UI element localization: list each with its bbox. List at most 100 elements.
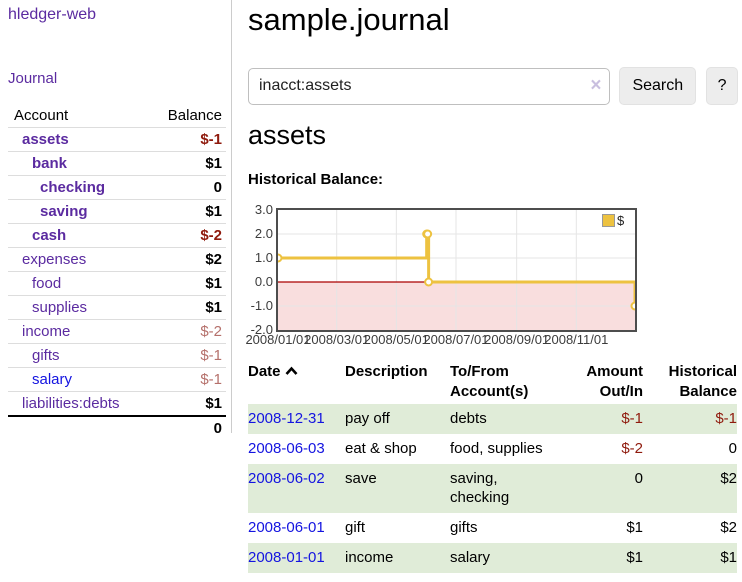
- table-row[interactable]: 2008-06-01 gift gifts $1 $2: [248, 513, 737, 543]
- account-row: liabilities:debts $1: [8, 391, 226, 417]
- search-form: × Search ?: [248, 67, 739, 105]
- balance-chart-svg: [278, 210, 635, 330]
- transaction-amount: 0: [565, 464, 643, 513]
- account-row: food $1: [8, 271, 226, 296]
- sidebar-item-journal[interactable]: Journal: [8, 70, 58, 87]
- transaction-balance: $-1: [643, 404, 737, 434]
- transaction-balance: $2: [720, 519, 737, 536]
- account-balance: $1: [151, 391, 226, 417]
- transaction-amount: $1: [565, 543, 643, 573]
- account-row: bank $1: [8, 151, 226, 176]
- chart-legend: $: [602, 213, 624, 228]
- y-axis-tick-label: 2.0: [254, 226, 273, 241]
- column-header-account[interactable]: To/From Account(s): [450, 363, 529, 400]
- accounts-header-account: Account: [8, 104, 152, 128]
- sidebar-item-cash[interactable]: cash: [32, 227, 67, 244]
- table-row[interactable]: 2008-12-31 pay off debts $-1 $-1: [248, 404, 737, 434]
- account-row: cash $-2: [8, 223, 226, 248]
- transaction-description: pay off: [345, 404, 450, 434]
- transaction-description: gift: [345, 519, 366, 536]
- account-balance: $1: [151, 271, 226, 296]
- y-axis-tick-label: 0.0: [254, 274, 273, 289]
- x-axis-tick-label: 2008/05/01: [363, 332, 429, 347]
- app-title-link[interactable]: hledger-web: [8, 6, 97, 23]
- transaction-balance: $1: [643, 543, 737, 573]
- legend-label: $: [617, 213, 625, 228]
- sidebar-item-bank[interactable]: bank: [32, 155, 68, 172]
- accounts-header-row: Account Balance: [8, 104, 226, 128]
- table-row[interactable]: 2008-06-02 save saving, checking 0 $2: [248, 464, 737, 513]
- chart-plot-area[interactable]: [276, 208, 637, 332]
- sidebar-item-saving[interactable]: saving: [40, 203, 88, 220]
- transaction-date-link[interactable]: 2008-06-02: [248, 470, 325, 487]
- historical-balance-chart: 3.0 2.0 1.0 0.0 -1.0 -2.0 2008/01/01 2008/03/0…: [245, 200, 718, 350]
- transaction-date-link[interactable]: 2008-12-31: [248, 410, 325, 427]
- sidebar-item-supplies[interactable]: supplies: [32, 299, 88, 316]
- transaction-amount: $1: [626, 519, 643, 536]
- accounts-total-value: 0: [213, 420, 222, 437]
- account-balance: $2: [151, 247, 226, 272]
- sidebar-item-assets[interactable]: assets: [22, 131, 69, 148]
- sidebar-item-food[interactable]: food: [32, 275, 62, 292]
- transaction-description: save: [345, 464, 450, 513]
- column-header-balance[interactable]: Historical Balance: [668, 363, 737, 400]
- transaction-account: gifts: [450, 519, 478, 536]
- account-row: income $-2: [8, 319, 226, 344]
- transaction-account: salary: [450, 543, 565, 573]
- sidebar-item-gifts[interactable]: gifts: [32, 347, 60, 364]
- transaction-amount: $-1: [565, 404, 643, 434]
- table-row[interactable]: 2008-06-03 eat & shop food, supplies $-2…: [248, 434, 737, 464]
- transaction-balance: 0: [728, 440, 737, 457]
- clear-search-icon[interactable]: ×: [590, 74, 602, 96]
- column-header-amount[interactable]: Amount Out/In: [586, 363, 643, 400]
- sort-ascending-icon: [285, 366, 297, 375]
- account-row: checking 0: [8, 175, 226, 200]
- account-balance: $1: [151, 151, 226, 176]
- sidebar-item-income[interactable]: income: [22, 323, 71, 340]
- account-row: salary $-1: [8, 367, 226, 392]
- y-axis-tick-label: 3.0: [254, 202, 273, 217]
- account-balance: $-1: [151, 127, 226, 152]
- account-row: gifts $-1: [8, 343, 226, 368]
- sidebar-item-salary[interactable]: salary: [32, 371, 73, 388]
- sidebar-item-expenses[interactable]: expenses: [22, 251, 87, 268]
- account-balance: $-2: [151, 319, 226, 344]
- legend-swatch-icon: [602, 214, 615, 227]
- account-balance: $1: [151, 295, 226, 320]
- account-row: supplies $1: [8, 295, 226, 320]
- sidebar-item-liabilities-debts[interactable]: liabilities:debts: [22, 395, 120, 412]
- transaction-date-link[interactable]: 2008-06-03: [248, 440, 325, 457]
- page-title: sample.journal: [248, 2, 450, 37]
- account-row: assets $-1: [8, 127, 226, 152]
- accounts-table: Account Balance assets $-1 bank $1 check…: [8, 104, 226, 440]
- table-row[interactable]: 2008-01-01 income salary $1 $1: [248, 543, 737, 573]
- x-axis-tick-label: 2008/09/01: [484, 332, 550, 347]
- sidebar-item-checking[interactable]: checking: [40, 179, 106, 196]
- chart-heading: Historical Balance:: [248, 171, 384, 188]
- accounts-total-row: 0: [8, 416, 226, 440]
- y-axis-tick-label: 1.0: [254, 250, 273, 265]
- account-row: saving $1: [8, 199, 226, 224]
- accounts-header-balance: Balance: [151, 104, 226, 128]
- column-header-date[interactable]: Date: [248, 360, 345, 404]
- transaction-description: income: [345, 543, 450, 573]
- transaction-account: food, supplies: [450, 440, 543, 457]
- account-balance: $-1: [151, 367, 226, 392]
- search-input[interactable]: [248, 67, 611, 105]
- register-table: Date Description To/From Account(s) Amou…: [248, 360, 737, 573]
- transaction-date-link[interactable]: 2008-06-01: [248, 519, 325, 536]
- column-header-description[interactable]: Description: [345, 363, 428, 380]
- transaction-date-link[interactable]: 2008-01-01: [248, 549, 325, 566]
- account-balance: $1: [151, 199, 226, 224]
- transaction-account: debts: [450, 404, 565, 434]
- help-button[interactable]: ?: [706, 67, 739, 105]
- transaction-amount: $-2: [621, 440, 643, 457]
- transaction-account: saving, checking: [450, 464, 565, 513]
- account-row: expenses $2: [8, 247, 226, 272]
- account-balance: 0: [151, 175, 226, 200]
- account-heading: assets: [248, 120, 327, 150]
- search-button[interactable]: Search: [619, 67, 697, 105]
- account-balance: $-1: [151, 343, 226, 368]
- y-axis-tick-label: -2.0: [250, 322, 273, 337]
